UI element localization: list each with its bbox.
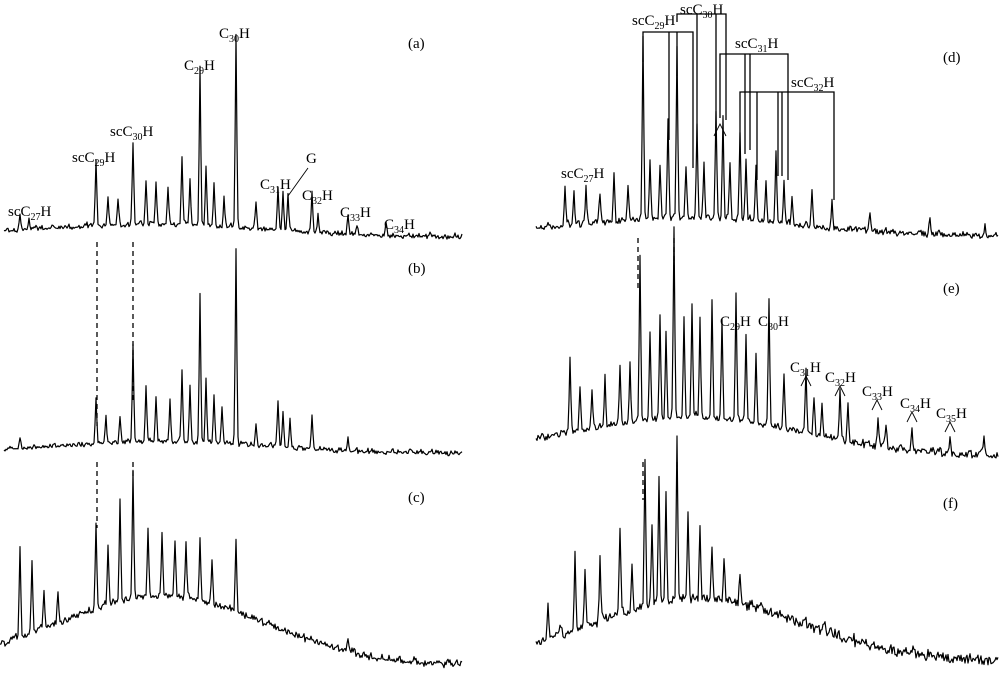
label-a-C34H: C34H xyxy=(384,217,415,236)
label-e-C35H: C35H xyxy=(936,406,967,425)
bracket-d-scC29H xyxy=(642,31,694,168)
caret-e-C31H xyxy=(800,374,812,387)
label-e-C32H: C32H xyxy=(825,370,856,389)
label-a-C29H: C29H xyxy=(184,58,215,77)
trace-d xyxy=(535,35,999,239)
trace-e xyxy=(535,226,999,459)
caret-e-C35H xyxy=(944,420,956,433)
label-e-C33H: C33H xyxy=(862,384,893,403)
label-e-C31H: C31H xyxy=(790,360,821,379)
label-d-scC31H: scC31H xyxy=(735,36,779,55)
panel-label-f: (f) xyxy=(943,496,958,512)
label-e-C34H: C34H xyxy=(900,396,931,415)
label-a-scC27H: scC27H xyxy=(8,204,52,223)
panel-label-c: (c) xyxy=(408,490,425,506)
panel-label-d: (d) xyxy=(943,50,961,66)
trace-b xyxy=(3,248,463,457)
label-a-C30H: C30H xyxy=(219,26,250,45)
caret-e-C33H xyxy=(871,398,883,411)
bracket-d-scC32H xyxy=(739,91,835,200)
trace-c xyxy=(0,469,463,669)
label-d-scC29H: scC29H xyxy=(632,13,676,32)
panel-label-e: (e) xyxy=(943,281,960,297)
label-a-G: G xyxy=(306,151,317,167)
label-a-scC30H: scC30H xyxy=(110,124,154,143)
trace-a xyxy=(3,33,463,240)
label-a-C33H: C33H xyxy=(340,205,371,224)
bracket-d-scC31H xyxy=(719,53,789,180)
label-d-scC32H: scC32H xyxy=(791,75,835,94)
label-d-scC27H: scC27H xyxy=(561,166,605,185)
trace-f xyxy=(535,435,999,666)
label-d-scC30H: scC30H xyxy=(680,2,724,21)
bracket-d-scC30H xyxy=(676,13,727,140)
label-a-scC29H: scC29H xyxy=(72,150,116,169)
label-a-C32H: C32H xyxy=(302,188,333,207)
panel-label-b: (b) xyxy=(408,261,426,277)
caret-d-scC30H xyxy=(713,122,727,137)
caret-e-C32H xyxy=(834,384,846,397)
label-a-C31H: C31H xyxy=(260,177,291,196)
pointer-a-G xyxy=(287,167,309,197)
caret-e-C34H xyxy=(906,410,918,423)
panel-label-a: (a) xyxy=(408,36,425,52)
label-e-C30H: C30H xyxy=(758,314,789,333)
label-e-C29H: C29H xyxy=(720,314,751,333)
